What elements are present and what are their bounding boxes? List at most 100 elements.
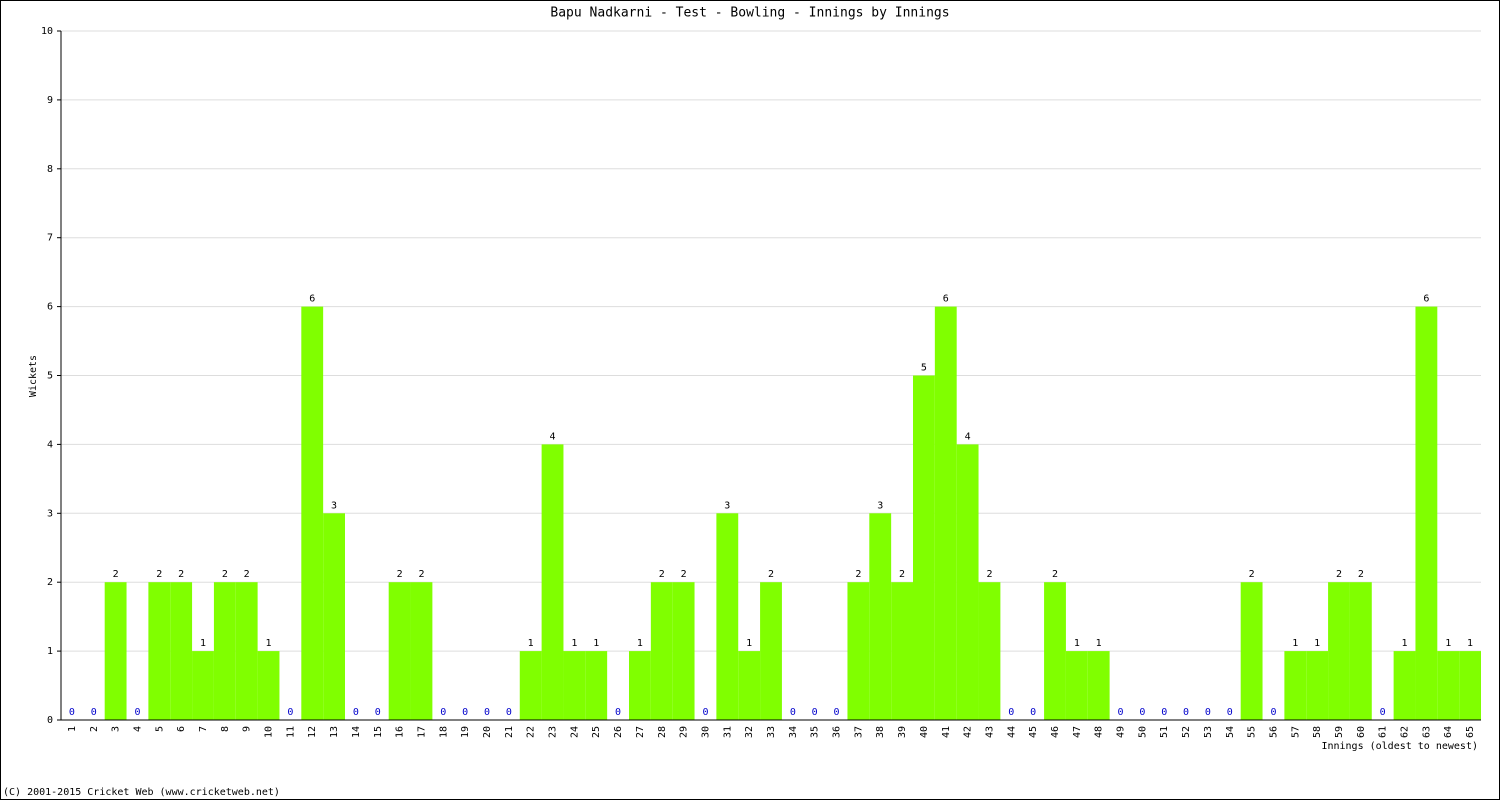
x-tick-label: 9 <box>242 726 253 732</box>
x-tick-label: 61 <box>1378 726 1389 738</box>
value-label: 3 <box>724 500 730 511</box>
x-tick-label: 45 <box>1028 726 1039 738</box>
bar <box>585 651 608 720</box>
x-tick-label: 46 <box>1050 726 1061 738</box>
x-tick-label: 52 <box>1181 726 1192 738</box>
x-tick-label: 31 <box>722 726 733 738</box>
value-label: 2 <box>768 569 774 580</box>
x-tick-label: 56 <box>1268 726 1279 738</box>
value-label: 5 <box>921 363 927 374</box>
bar <box>847 582 870 720</box>
bar <box>301 306 324 720</box>
bar <box>869 513 892 720</box>
y-tick-label: 4 <box>47 439 53 450</box>
value-label: 3 <box>331 500 337 511</box>
x-tick-label: 50 <box>1137 726 1148 738</box>
y-tick-label: 1 <box>47 646 53 657</box>
x-tick-label: 62 <box>1400 726 1411 738</box>
value-label: 1 <box>528 638 534 649</box>
bar <box>1349 582 1372 720</box>
bar <box>760 582 782 720</box>
value-label: 0 <box>462 707 468 718</box>
x-tick-label: 2 <box>89 726 100 732</box>
value-label: 0 <box>353 707 359 718</box>
value-label: 6 <box>1423 294 1429 305</box>
x-tick-label: 60 <box>1356 726 1367 738</box>
bar <box>563 651 586 720</box>
x-tick-label: 39 <box>897 726 908 738</box>
value-label: 0 <box>702 707 708 718</box>
x-tick-label: 35 <box>810 726 821 738</box>
x-tick-label: 43 <box>984 726 995 738</box>
bar <box>1393 651 1416 720</box>
value-label: 1 <box>1074 638 1080 649</box>
value-label: 2 <box>156 569 162 580</box>
x-tick-label: 24 <box>569 726 580 738</box>
x-tick-label: 5 <box>154 726 165 732</box>
x-tick-label: 4 <box>132 726 143 732</box>
value-label: 2 <box>1249 569 1255 580</box>
x-tick-label: 47 <box>1072 726 1083 738</box>
value-label: 0 <box>1161 707 1167 718</box>
bar <box>170 582 193 720</box>
x-tick-label: 37 <box>853 726 864 738</box>
value-label: 1 <box>1467 638 1473 649</box>
y-tick-label: 7 <box>47 233 53 244</box>
y-tick-label: 0 <box>47 715 53 726</box>
bar <box>213 582 236 720</box>
value-label: 2 <box>222 569 228 580</box>
y-tick-label: 3 <box>47 508 53 519</box>
value-label: 0 <box>484 707 490 718</box>
value-label: 2 <box>113 569 119 580</box>
value-label: 3 <box>877 500 883 511</box>
value-label: 1 <box>266 638 272 649</box>
x-tick-label: 18 <box>438 726 449 738</box>
x-tick-label: 26 <box>613 726 624 738</box>
chart-title: Bapu Nadkarni - Test - Bowling - Innings… <box>550 6 949 21</box>
value-label: 0 <box>69 707 75 718</box>
value-label: 0 <box>1205 707 1211 718</box>
x-tick-label: 65 <box>1465 726 1476 738</box>
value-label: 0 <box>812 707 818 718</box>
x-tick-label: 28 <box>657 726 668 738</box>
x-tick-label: 30 <box>700 726 711 738</box>
bar <box>1284 651 1307 720</box>
value-label: 0 <box>790 707 796 718</box>
bar <box>104 582 127 720</box>
value-label: 1 <box>1292 638 1298 649</box>
value-label: 0 <box>1183 707 1189 718</box>
y-tick-label: 9 <box>47 95 53 106</box>
value-label: 0 <box>1380 707 1386 718</box>
value-label: 2 <box>1336 569 1342 580</box>
bar <box>629 651 651 720</box>
value-label: 0 <box>615 707 621 718</box>
value-label: 2 <box>855 569 861 580</box>
x-tick-label: 57 <box>1290 726 1301 738</box>
x-tick-label: 44 <box>1006 726 1017 738</box>
value-label: 0 <box>375 707 381 718</box>
bar <box>1306 651 1329 720</box>
x-tick-label: 12 <box>307 726 318 738</box>
bar <box>1415 306 1438 720</box>
x-tick-label: 34 <box>788 726 799 738</box>
bar <box>192 651 214 720</box>
x-tick-label: 29 <box>679 726 690 738</box>
bar <box>978 582 1001 720</box>
x-tick-label: 11 <box>285 726 296 738</box>
value-label: 0 <box>134 707 140 718</box>
bar <box>235 582 258 720</box>
value-label: 0 <box>1030 707 1036 718</box>
x-tick-label: 22 <box>526 726 537 738</box>
value-label: 2 <box>1358 569 1364 580</box>
bar <box>913 375 935 720</box>
x-tick-label: 64 <box>1443 726 1454 738</box>
value-label: 2 <box>418 569 424 580</box>
bar <box>1437 651 1460 720</box>
x-tick-label: 14 <box>351 726 362 738</box>
value-label: 2 <box>244 569 250 580</box>
value-label: 2 <box>681 569 687 580</box>
value-label: 1 <box>593 638 599 649</box>
value-label: 1 <box>200 638 206 649</box>
x-tick-label: 38 <box>875 726 886 738</box>
